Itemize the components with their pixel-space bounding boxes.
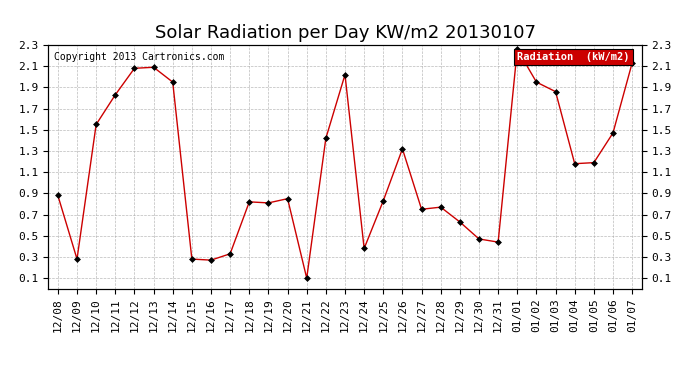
Text: Radiation  (kW/m2): Radiation (kW/m2) bbox=[518, 53, 630, 62]
Title: Solar Radiation per Day KW/m2 20130107: Solar Radiation per Day KW/m2 20130107 bbox=[155, 24, 535, 42]
Text: Copyright 2013 Cartronics.com: Copyright 2013 Cartronics.com bbox=[55, 53, 225, 62]
